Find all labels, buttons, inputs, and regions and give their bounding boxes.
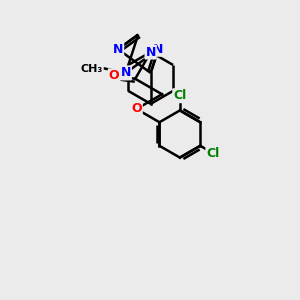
Text: N: N [121,66,131,80]
Text: N: N [146,46,156,59]
Text: O: O [131,103,142,116]
Text: Cl: Cl [206,147,220,160]
Text: O: O [109,69,119,82]
Text: N: N [153,43,164,56]
Text: N: N [113,43,123,56]
Text: CH₃: CH₃ [81,64,103,74]
Text: Cl: Cl [173,89,187,102]
